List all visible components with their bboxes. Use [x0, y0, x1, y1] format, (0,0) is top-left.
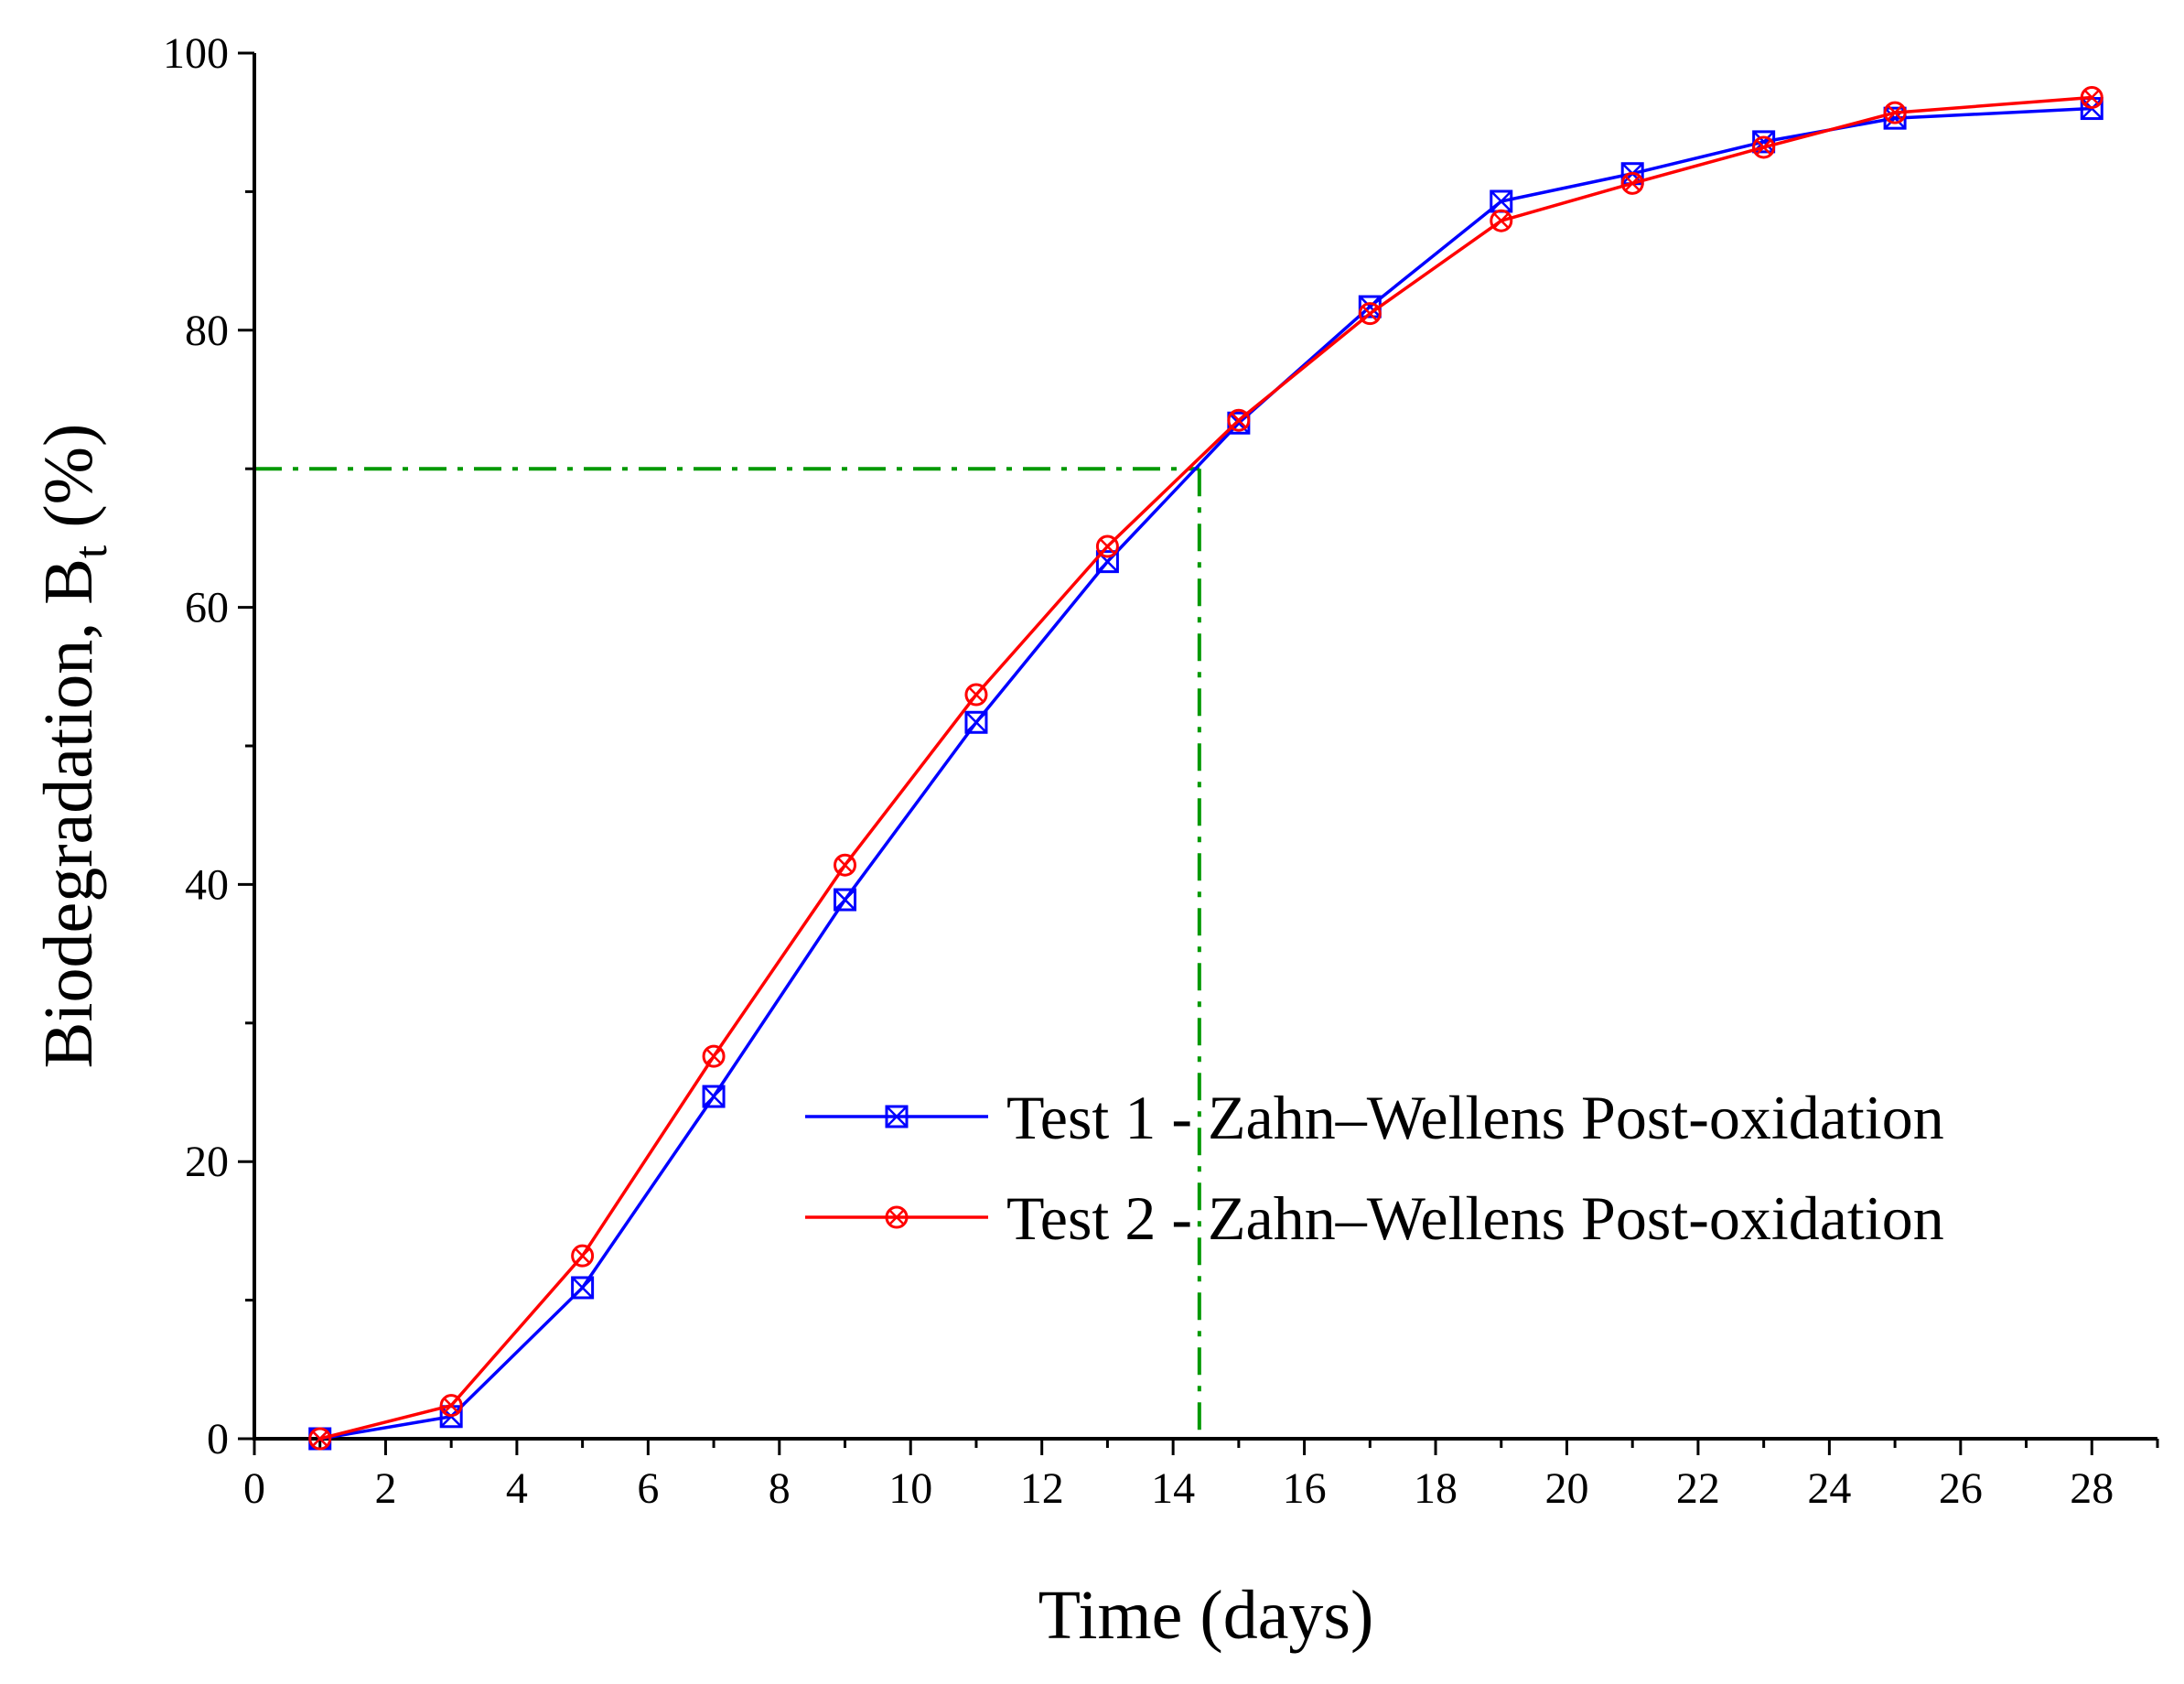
- x-tick-label: 18: [1414, 1464, 1458, 1513]
- y-tick-label: 80: [185, 307, 229, 355]
- series-1-point: [964, 710, 988, 734]
- series-2-point: [1358, 302, 1382, 326]
- series-2-point-cross-b: [443, 1398, 459, 1414]
- x-axis-title: Time (days): [1038, 1577, 1374, 1654]
- y-axis-title-main: Biodegradation, B: [30, 558, 107, 1068]
- x-tick-label: 4: [506, 1464, 528, 1513]
- x-tick-label: 28: [2070, 1464, 2114, 1513]
- legend-swatch-marker-cross-b: [886, 1106, 908, 1128]
- series-2-point-cross-b: [1099, 538, 1116, 555]
- series-1-point: [1883, 106, 1907, 130]
- x-tick-label: 24: [1807, 1464, 1851, 1513]
- series-2-point-cross-b: [2083, 89, 2100, 106]
- series-2-point-cross-b: [1755, 139, 1772, 156]
- series-2-point: [571, 1244, 595, 1268]
- x-tick-label: 22: [1676, 1464, 1720, 1513]
- series-2-point: [1490, 209, 1513, 232]
- series-2-point-cross-b: [836, 857, 854, 873]
- legend-label: Test 2 - Zahn–Wellens Post-oxidation: [1006, 1183, 1944, 1253]
- series-2-point: [1752, 135, 1776, 159]
- series-2-point-cross-b: [1624, 175, 1641, 191]
- y-tick-label: 60: [185, 584, 229, 632]
- y-tick-label: 40: [185, 860, 229, 909]
- series-2-point: [1095, 534, 1119, 558]
- x-tick-label: 6: [637, 1464, 659, 1513]
- x-tick-label: 10: [888, 1464, 932, 1513]
- series-1-point-cross-b: [703, 1085, 725, 1107]
- series-1-line: [319, 106, 2093, 1441]
- reference-lines: [254, 467, 1201, 1439]
- legend-item-2: Test 2 - Zahn–Wellens Post-oxidation: [805, 1183, 1944, 1253]
- series-2-point-cross-b: [1361, 305, 1378, 322]
- x-tick-label: 8: [769, 1464, 791, 1513]
- y-axis-title: Biodegradation, Bt (%): [30, 424, 117, 1069]
- series-2-point-cross-b: [574, 1247, 591, 1264]
- series-1-point: [702, 1085, 726, 1108]
- series-2-point: [439, 1394, 463, 1418]
- y-tick-label: 0: [207, 1415, 229, 1463]
- series-2-point-cross-b: [312, 1430, 328, 1447]
- x-tick-label: 26: [1939, 1464, 1983, 1513]
- series-2-point: [2080, 85, 2103, 109]
- series-2-point: [308, 1427, 332, 1451]
- series-1-point: [571, 1276, 595, 1300]
- x-tick-label: 14: [1151, 1464, 1195, 1513]
- series-1-point-cross-b: [834, 889, 856, 911]
- series-2-point-cross-b: [1493, 212, 1510, 229]
- data-series: [308, 85, 2103, 1451]
- legend: Test 1 - Zahn–Wellens Post-oxidation Test…: [805, 1083, 1944, 1253]
- series-1-point: [834, 888, 857, 912]
- series-2-point: [834, 853, 857, 877]
- series-1-point-cross-b: [965, 711, 987, 734]
- series-1-point-cross-b: [1359, 296, 1382, 318]
- x-tick-label: 20: [1544, 1464, 1588, 1513]
- y-tick-label: 100: [163, 29, 229, 78]
- series-1-point-cross-b: [1490, 190, 1512, 212]
- legend-swatch-marker-cross-b: [888, 1209, 905, 1225]
- series-1-point: [1752, 130, 1776, 154]
- y-axis-title-suffix: (%): [30, 424, 107, 545]
- legend-label: Test 1 - Zahn–Wellens Post-oxidation: [1006, 1083, 1944, 1152]
- series-2-point-cross-b: [1231, 412, 1247, 428]
- series-2-point: [964, 683, 988, 707]
- series-1-point-cross-b: [571, 1277, 594, 1299]
- x-tick-label: 2: [374, 1464, 396, 1513]
- legend-item-1: Test 1 - Zahn–Wellens Post-oxidation: [805, 1083, 1944, 1152]
- series-2-point: [1620, 171, 1644, 195]
- x-tick-label: 0: [243, 1464, 265, 1513]
- legend-swatch-marker: [885, 1205, 909, 1229]
- series-2-line: [319, 95, 2093, 1441]
- y-tick-label: 20: [185, 1138, 229, 1186]
- series-2-point-cross-b: [1887, 104, 1903, 121]
- legend-swatch-marker: [885, 1105, 909, 1128]
- series-2-point: [1883, 101, 1907, 124]
- series-2-point-cross-b: [968, 686, 984, 703]
- series-2-point: [1227, 408, 1251, 432]
- y-axis-title-subscript: t: [65, 545, 117, 558]
- series-2: [308, 85, 2103, 1451]
- x-tick-label: 12: [1020, 1464, 1064, 1513]
- series-1-point: [1095, 550, 1119, 574]
- series-2-point-cross-b: [705, 1048, 722, 1064]
- series-2-point: [702, 1044, 726, 1068]
- x-tick-label: 16: [1283, 1464, 1327, 1513]
